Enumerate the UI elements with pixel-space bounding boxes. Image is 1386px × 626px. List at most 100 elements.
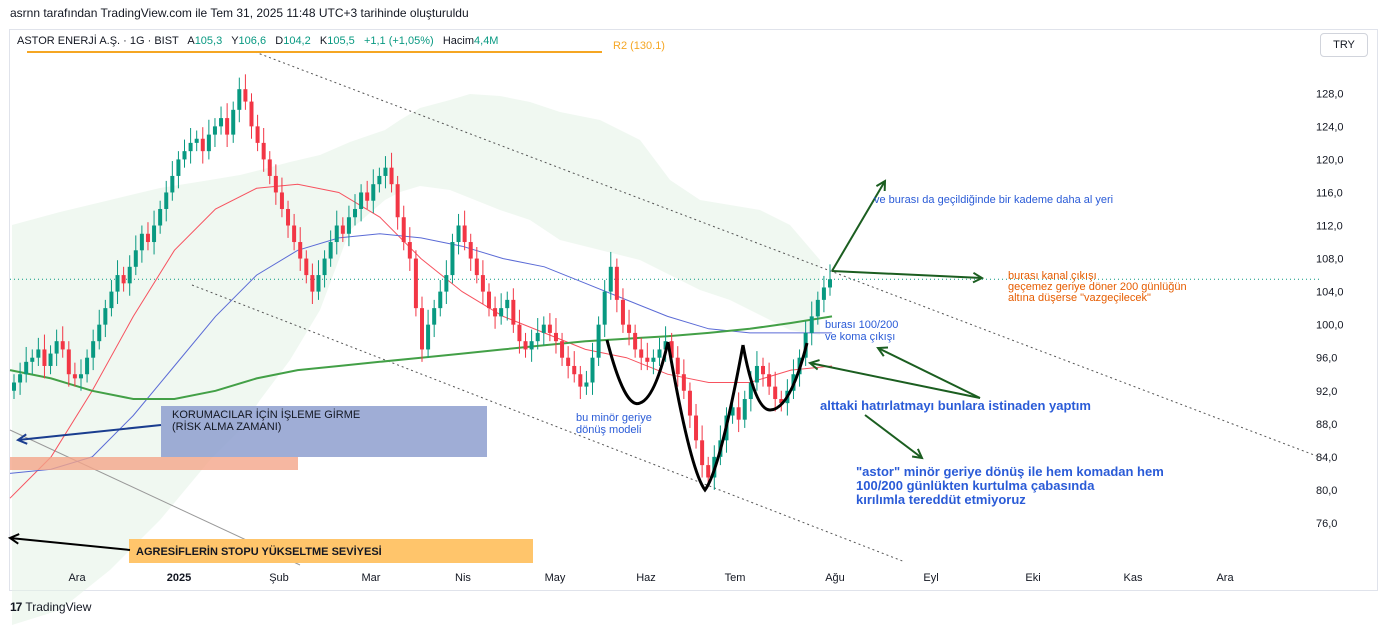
candle-body xyxy=(66,349,71,375)
arrow-astor-head xyxy=(911,448,924,460)
candle-body xyxy=(304,258,309,276)
high-value: 106,6 xyxy=(238,35,267,47)
x-tick-label: Mar xyxy=(362,572,381,584)
candle-body xyxy=(42,349,47,366)
chart-frame[interactable] xyxy=(9,29,1378,591)
candle-body xyxy=(687,390,692,416)
candle-body xyxy=(821,287,826,300)
candle-body xyxy=(590,357,595,383)
candle-body xyxy=(614,266,619,300)
brand-name: TradingView xyxy=(25,600,92,614)
candle-body xyxy=(334,225,339,243)
candle-body xyxy=(828,279,832,288)
candle-body xyxy=(639,349,644,358)
arrow-agresif xyxy=(9,537,131,551)
candle-body xyxy=(456,225,461,243)
candle-body xyxy=(48,353,53,366)
candle-body xyxy=(328,242,333,259)
candle-body xyxy=(219,118,224,127)
candle-body xyxy=(109,291,114,309)
low-value: 104,2 xyxy=(283,35,311,47)
candle-body xyxy=(444,275,449,292)
candle-body xyxy=(212,126,217,135)
candle-body xyxy=(657,349,662,358)
candle-body xyxy=(761,365,766,375)
agresif-label: AGRESİFLERİN STOPU YÜKSELTME SEVİYESİ xyxy=(136,545,382,558)
arrow-astor xyxy=(864,414,923,459)
candle-body xyxy=(346,217,351,234)
arrow-kanal-head xyxy=(972,271,985,284)
candle-body xyxy=(103,308,108,325)
candle-body xyxy=(694,415,699,441)
y-tick-label: 112,0 xyxy=(1316,221,1343,233)
arrow-kademe xyxy=(831,180,886,272)
candle-body xyxy=(633,332,638,350)
candle-body xyxy=(651,357,656,362)
candle-body xyxy=(78,374,83,379)
arrow-minor xyxy=(809,362,981,399)
candle-body xyxy=(72,374,77,379)
candle-body xyxy=(91,341,96,358)
candle-body xyxy=(255,126,260,143)
candle-body xyxy=(365,192,370,201)
candle-body xyxy=(310,275,315,292)
candle-body xyxy=(736,407,741,420)
candle-body xyxy=(596,324,601,358)
candle-body xyxy=(486,291,491,309)
candle-body xyxy=(279,192,284,209)
candle-body xyxy=(401,217,406,243)
candle-body xyxy=(182,151,187,160)
candle-body xyxy=(645,357,650,362)
candle-body xyxy=(748,382,753,400)
arrow-minor-head xyxy=(807,359,820,371)
moving-average-green-200 xyxy=(9,315,833,400)
candle-body xyxy=(584,382,589,387)
y-tick-label: 76,0 xyxy=(1316,518,1337,530)
symbol-name: ASTOR ENERJİ A.Ş. · 1G · BIST xyxy=(17,35,179,47)
candle-body xyxy=(553,332,558,342)
x-tick-label: Ara xyxy=(1216,572,1234,584)
candle-body xyxy=(474,258,479,276)
candle-body xyxy=(602,291,607,325)
koma-exit-label: burası 100/200 ve koma çıkışı xyxy=(825,319,898,343)
x-tick-label: 2025 xyxy=(167,572,191,584)
kademe-label: ve burası da geçildiğinde bir kademe dah… xyxy=(874,194,1113,206)
candle-body xyxy=(383,167,388,176)
pattern-head xyxy=(666,341,745,493)
candle-body xyxy=(237,89,242,110)
candle-body xyxy=(420,308,424,350)
candle-body xyxy=(292,225,297,243)
arrow-koma xyxy=(877,347,981,399)
candle-body xyxy=(809,316,814,333)
minor-pattern-label: bu minör geriye dönüş modeli xyxy=(576,412,652,436)
candle-body xyxy=(261,142,266,160)
candle-body xyxy=(359,192,364,209)
candle-body xyxy=(523,341,528,350)
candle-body xyxy=(133,250,138,267)
candle-body xyxy=(127,266,132,284)
candle-body xyxy=(395,184,400,218)
risk-zone-box xyxy=(10,457,298,470)
resistance-r2-label: R2 (130.1) xyxy=(613,40,665,52)
candle-body xyxy=(139,233,144,251)
arrow-agresif-head xyxy=(7,533,20,545)
candle-body xyxy=(700,440,705,466)
y-tick-label: 128,0 xyxy=(1316,88,1344,100)
x-tick-label: Eyl xyxy=(923,572,938,584)
candle-body xyxy=(24,361,29,375)
candle-body xyxy=(158,208,163,226)
y-tick-label: 84,0 xyxy=(1316,452,1337,464)
y-tick-label: 120,0 xyxy=(1316,154,1344,166)
y-tick-label: 104,0 xyxy=(1316,287,1344,299)
candle-body xyxy=(426,324,431,350)
candle-body xyxy=(706,465,711,478)
candle-body xyxy=(620,299,625,325)
candle-body xyxy=(12,382,16,391)
candle-body xyxy=(389,167,394,185)
candle-body xyxy=(578,374,583,387)
pattern-right-shoulder xyxy=(741,342,809,412)
footer-brand: 17 TradingView xyxy=(10,600,91,614)
currency-button[interactable]: TRY xyxy=(1320,33,1368,57)
chart-caption: asrnn tarafından TradingView.com ile Tem… xyxy=(10,6,469,20)
